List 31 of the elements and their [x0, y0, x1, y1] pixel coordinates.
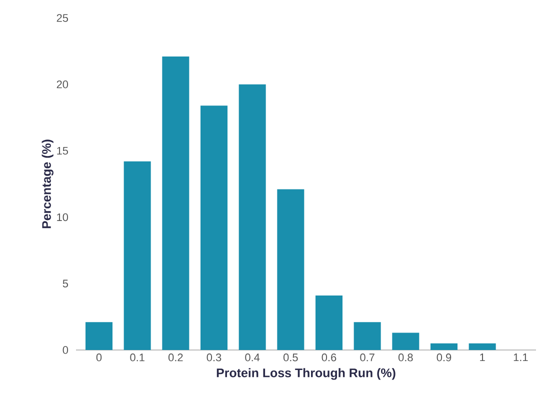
y-tick-label: 15 [57, 146, 68, 155]
x-tick-label: 1 [480, 354, 485, 362]
y-tick-label: 25 [56, 14, 68, 22]
bar [124, 161, 151, 350]
bar [238, 84, 266, 350]
x-tick-label: 0.1 [130, 354, 144, 362]
x-tick-label: 0.9 [436, 354, 452, 362]
bar [468, 343, 496, 350]
x-tick-label: 0.2 [168, 354, 183, 362]
bar [86, 322, 112, 350]
x-tick-label: 0.7 [360, 354, 374, 362]
bar [392, 332, 420, 350]
bar [354, 322, 381, 350]
y-tick-label: 20 [56, 80, 68, 88]
x-tick-label: 0.4 [245, 354, 260, 362]
y-tick-label: 0 [62, 346, 68, 354]
x-tick-label: 0.5 [283, 354, 298, 362]
x-tick-label: 0.3 [206, 354, 222, 362]
x-tick-label: 0 [96, 354, 102, 362]
x-tick-label: 0.6 [322, 354, 336, 362]
x-tick-label: 1.1 [514, 354, 528, 362]
bar [162, 56, 190, 350]
x-axis-title: Protein Loss Through Run (%) [216, 368, 396, 380]
y-tick-label: 10 [57, 213, 68, 222]
bar [277, 189, 304, 350]
bar [200, 106, 228, 350]
bar [316, 296, 343, 350]
y-tick-label: 5 [62, 280, 68, 288]
y-axis-title: Percentage (%) [42, 140, 54, 228]
bar [430, 343, 458, 350]
x-tick-label: 0.8 [398, 354, 413, 362]
